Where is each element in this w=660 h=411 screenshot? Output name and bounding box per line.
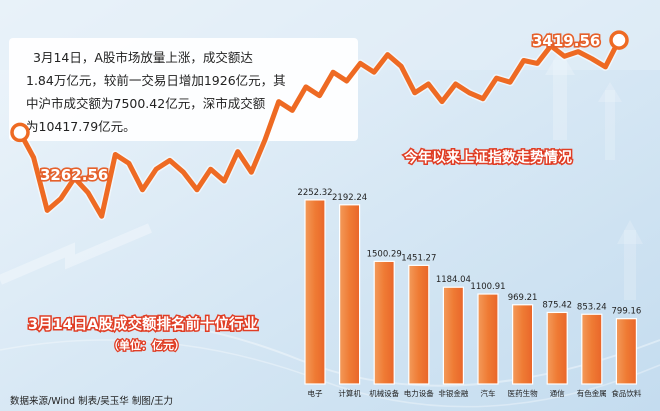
index-points [10, 30, 629, 143]
bar-category-label: 通信 [550, 388, 565, 398]
bar-value-label: 853.24 [577, 302, 607, 312]
bar-category-label: 电力设备 [404, 388, 434, 398]
bar-value-label: 799.16 [612, 307, 642, 317]
bar-chart-title: 3月14日A股成交额排名前十位行业 [28, 315, 258, 333]
source-credit: 数据来源/Wind 制表/吴玉华 制图/王力 [10, 395, 173, 407]
bars [304, 199, 638, 385]
bar [339, 204, 361, 385]
line-chart-title: 今年以来上证指数走势情况 [403, 149, 572, 166]
bar-value-label: 875.42 [542, 300, 572, 310]
info-line-3: 中沪市成交额为7500.42亿元，深市成交额 [26, 96, 266, 111]
bar-category-label: 医药生物 [508, 388, 538, 398]
bar-chart-unit: （单位：亿元） [108, 338, 185, 352]
bar-value-label: 1100.91 [470, 282, 505, 292]
bar [546, 311, 568, 385]
info-line-4: 为10417.79亿元。 [26, 119, 136, 134]
bar-value-label: 2252.32 [297, 188, 332, 198]
bar-category-label: 汽车 [481, 388, 496, 398]
bar [408, 264, 430, 385]
bar-category-label: 食品饮料 [611, 388, 641, 398]
end-point-marker [609, 30, 629, 50]
bar [442, 286, 464, 385]
info-line-1: 3月14日，A股市场放量上涨，成交额达 [33, 50, 253, 65]
bar [477, 293, 499, 385]
bar [615, 318, 638, 385]
bar-category-label: 有色金属 [577, 388, 607, 398]
bar [373, 260, 395, 385]
bar-category-label: 机械设备 [369, 388, 399, 398]
bar-category-label: 非银金融 [438, 388, 468, 398]
info-line-2: 1.84万亿元，较前一交易日增加1926亿元，其 [26, 73, 286, 88]
start-point-marker [10, 122, 30, 143]
bar-value-label: 969.21 [508, 293, 538, 303]
bar-category-labels: 电子 计算机 机械设备 电力设备 非银金融 汽车 医药生物 通信 有色金属 食品饮料 [308, 388, 642, 398]
bar-value-label: 1451.27 [401, 253, 436, 263]
index-line-chart: 3262.56 3419.56 今年以来上证指数走势情况 [10, 30, 629, 221]
bar-category-label: 计算机 [338, 388, 361, 398]
bar-value-label: 1500.29 [367, 249, 402, 259]
bar [581, 313, 603, 385]
end-value-label: 3419.56 [532, 32, 600, 50]
index-line [17, 37, 622, 219]
bar [511, 304, 534, 385]
bar [304, 199, 326, 385]
start-value-label: 3262.56 [40, 166, 108, 184]
bar-category-label: 电子 [308, 388, 323, 398]
bar-value-labels: 2252.32 2192.24 1500.29 1451.27 1184.041100.… [297, 188, 641, 317]
bar-value-label: 2192.24 [332, 193, 367, 203]
bar-value-label: 1184.04 [436, 275, 471, 285]
industry-bar-chart: 2252.32 2192.24 1500.29 1451.27 1184.041100.… [27, 188, 642, 398]
